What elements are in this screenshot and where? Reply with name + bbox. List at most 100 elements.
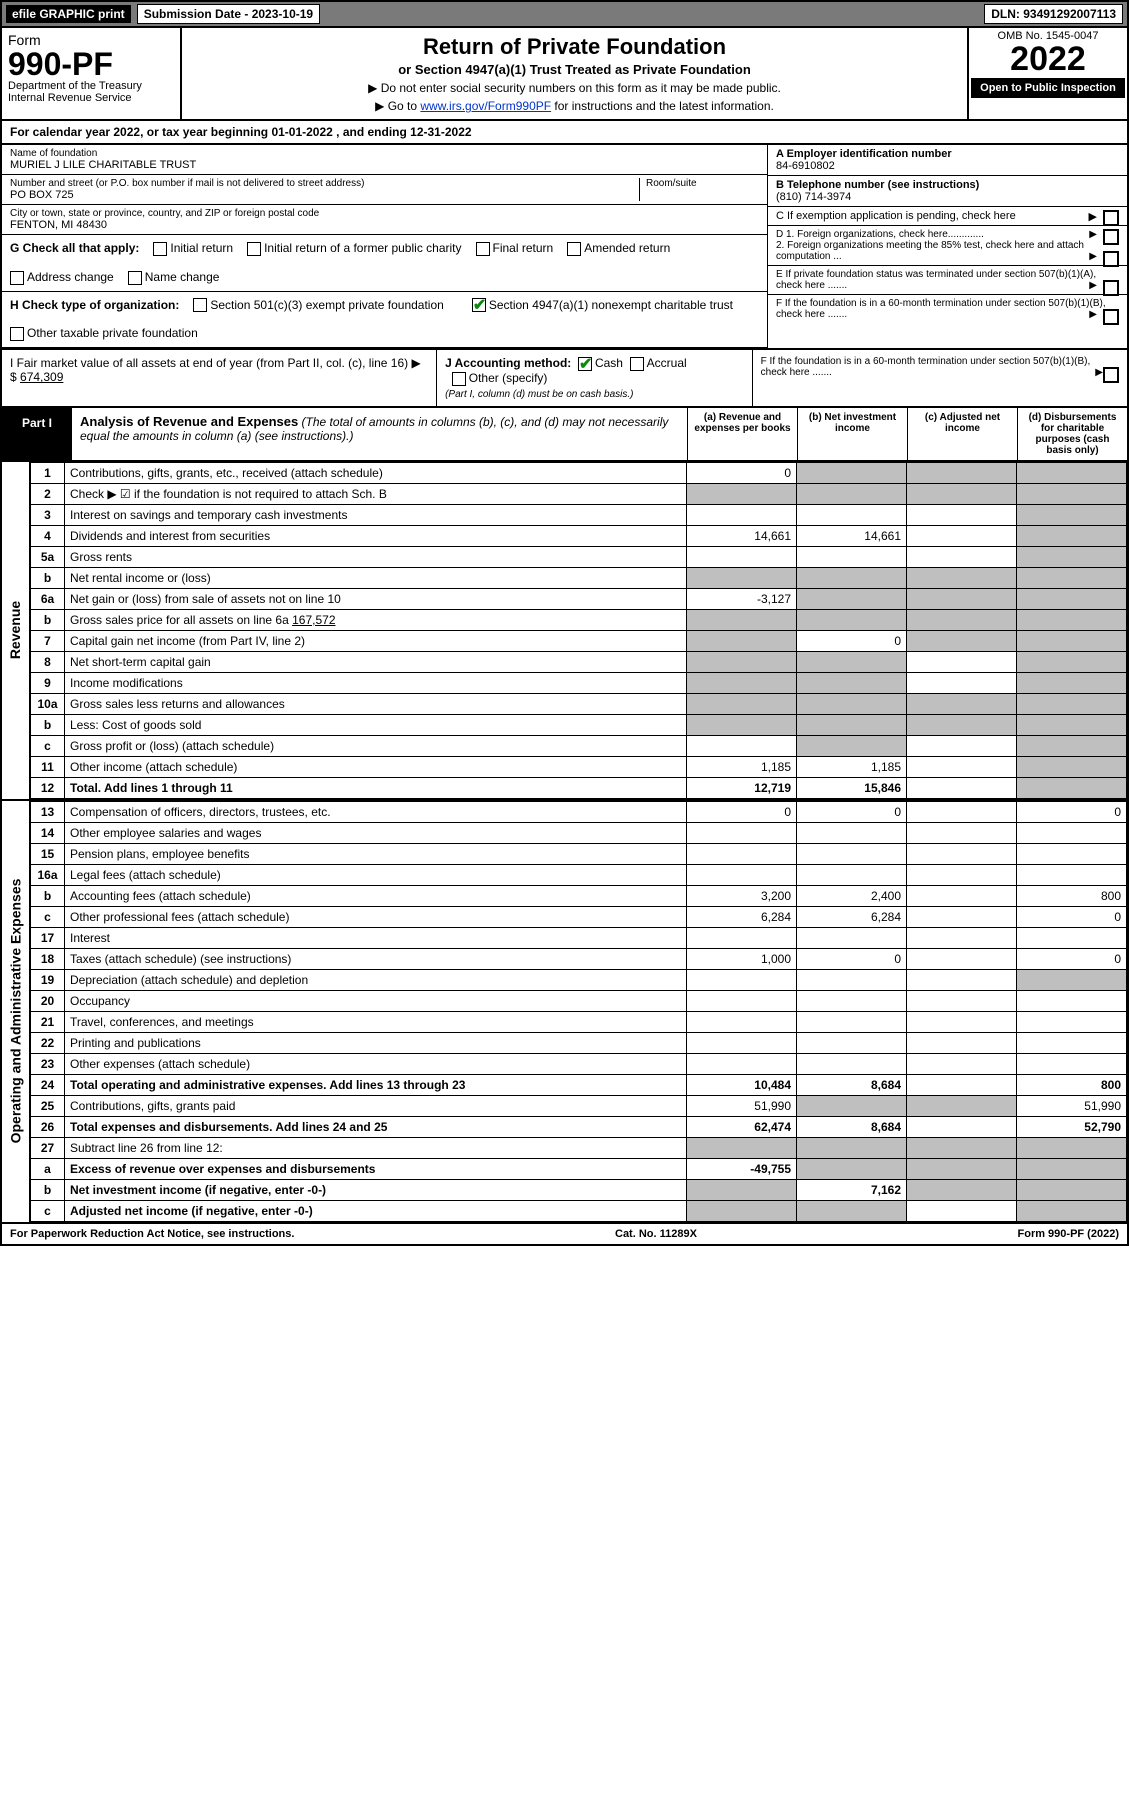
form-link[interactable]: www.irs.gov/Form990PF — [420, 99, 551, 113]
j-label: J Accounting method: — [445, 356, 571, 370]
i-label: I Fair market value of all assets at end… — [10, 356, 421, 384]
table-row: 26Total expenses and disbursements. Add … — [31, 1116, 1127, 1137]
checkbox-address-change[interactable] — [10, 271, 24, 285]
cell-d — [1017, 822, 1127, 843]
cell-d — [1017, 651, 1127, 672]
cell-a — [687, 990, 797, 1011]
cell-b — [797, 843, 907, 864]
cell-c — [907, 714, 1017, 735]
cell-d — [1017, 567, 1127, 588]
cell-b: 15,846 — [797, 777, 907, 798]
line-desc: Gross rents — [65, 546, 687, 567]
line-number: 18 — [31, 948, 65, 969]
line-number: 2 — [31, 483, 65, 504]
table-row: 15Pension plans, employee benefits — [31, 843, 1127, 864]
cell-b: 1,185 — [797, 756, 907, 777]
ij-row: I Fair market value of all assets at end… — [0, 350, 1129, 408]
line-number: 9 — [31, 672, 65, 693]
line-desc: Other expenses (attach schedule) — [65, 1053, 687, 1074]
part1-title-block: Analysis of Revenue and Expenses (The to… — [72, 408, 687, 460]
cell-b: 2,400 — [797, 885, 907, 906]
addr-label: Number and street (or P.O. box number if… — [10, 178, 639, 189]
line-desc: Pension plans, employee benefits — [65, 843, 687, 864]
address: PO BOX 725 — [10, 189, 639, 201]
c-label: C If exemption application is pending, c… — [776, 210, 1016, 222]
cell-a: 62,474 — [687, 1116, 797, 1137]
checkbox-4947a1[interactable] — [472, 298, 486, 312]
table-row: cAdjusted net income (if negative, enter… — [31, 1200, 1127, 1221]
checkbox-e[interactable] — [1103, 280, 1119, 296]
table-row: bNet rental income or (loss) — [31, 567, 1127, 588]
j-accrual: Accrual — [647, 356, 687, 370]
cell-d — [1017, 693, 1127, 714]
table-row: 7Capital gain net income (from Part IV, … — [31, 630, 1127, 651]
cell-c — [907, 462, 1017, 483]
revenue-section: Revenue 1Contributions, gifts, grants, e… — [0, 462, 1129, 801]
cell-a — [687, 735, 797, 756]
line-desc: Total operating and administrative expen… — [65, 1074, 687, 1095]
checkbox-name-change[interactable] — [128, 271, 142, 285]
cell-a — [687, 483, 797, 504]
cell-c — [907, 735, 1017, 756]
g-opt-0: Initial return — [170, 241, 233, 255]
form-number-block: Form 990-PF Department of the Treasury I… — [2, 28, 182, 119]
submission-date: Submission Date - 2023-10-19 — [137, 4, 320, 24]
cell-a — [687, 630, 797, 651]
col-d-head: (d) Disbursements for charitable purpose… — [1017, 408, 1127, 460]
cell-d: 800 — [1017, 1074, 1127, 1095]
checkbox-accrual[interactable] — [630, 357, 644, 371]
cell-b — [797, 1095, 907, 1116]
cell-d — [1017, 483, 1127, 504]
cell-a — [687, 822, 797, 843]
cell-a: 3,200 — [687, 885, 797, 906]
table-row: 22Printing and publications — [31, 1032, 1127, 1053]
line-number: 27 — [31, 1137, 65, 1158]
cell-b — [797, 1158, 907, 1179]
line-number: 13 — [31, 801, 65, 822]
h-opt-1: Section 501(c)(3) exempt private foundat… — [210, 298, 443, 312]
checkbox-amended-return[interactable] — [567, 242, 581, 256]
checkbox-f[interactable] — [1103, 309, 1119, 325]
line-number: 25 — [31, 1095, 65, 1116]
cell-a: -49,755 — [687, 1158, 797, 1179]
line-desc: Total expenses and disbursements. Add li… — [65, 1116, 687, 1137]
line-desc: Dividends and interest from securities — [65, 525, 687, 546]
checkbox-final-return[interactable] — [476, 242, 490, 256]
cell-a: 6,284 — [687, 906, 797, 927]
table-row: 25Contributions, gifts, grants paid51,99… — [31, 1095, 1127, 1116]
table-row: bNet investment income (if negative, ent… — [31, 1179, 1127, 1200]
b-label: B Telephone number (see instructions) — [776, 179, 979, 191]
checkbox-d2[interactable] — [1103, 251, 1119, 267]
col-c-head: (c) Adjusted net income — [907, 408, 1017, 460]
line-desc: Contributions, gifts, grants paid — [65, 1095, 687, 1116]
cell-d: 0 — [1017, 906, 1127, 927]
checkbox-other-method[interactable] — [452, 372, 466, 386]
line-number: 12 — [31, 777, 65, 798]
cell-c — [907, 504, 1017, 525]
table-row: 10aGross sales less returns and allowanc… — [31, 693, 1127, 714]
cell-c — [907, 651, 1017, 672]
cell-b: 0 — [797, 801, 907, 822]
cell-a — [687, 1179, 797, 1200]
line-number: 21 — [31, 1011, 65, 1032]
checkbox-c[interactable] — [1103, 210, 1119, 226]
checkbox-other-taxable[interactable] — [10, 327, 24, 341]
checkbox-cash[interactable] — [578, 357, 592, 371]
table-row: 3Interest on savings and temporary cash … — [31, 504, 1127, 525]
checkbox-initial-return[interactable] — [153, 242, 167, 256]
cell-d — [1017, 588, 1127, 609]
line-number: 1 — [31, 462, 65, 483]
line-number: c — [31, 1200, 65, 1221]
checkbox-f2[interactable] — [1103, 367, 1119, 383]
cell-c — [907, 801, 1017, 822]
checkbox-d1[interactable] — [1103, 229, 1119, 245]
g-opt-5: Name change — [145, 270, 220, 284]
cell-d: 52,790 — [1017, 1116, 1127, 1137]
cell-c — [907, 948, 1017, 969]
form-number: 990-PF — [8, 48, 174, 80]
d2-label: 2. Foreign organizations meeting the 85%… — [776, 240, 1084, 262]
line-number: b — [31, 885, 65, 906]
checkbox-501c3[interactable] — [193, 298, 207, 312]
checkbox-initial-former[interactable] — [247, 242, 261, 256]
table-row: 14Other employee salaries and wages — [31, 822, 1127, 843]
